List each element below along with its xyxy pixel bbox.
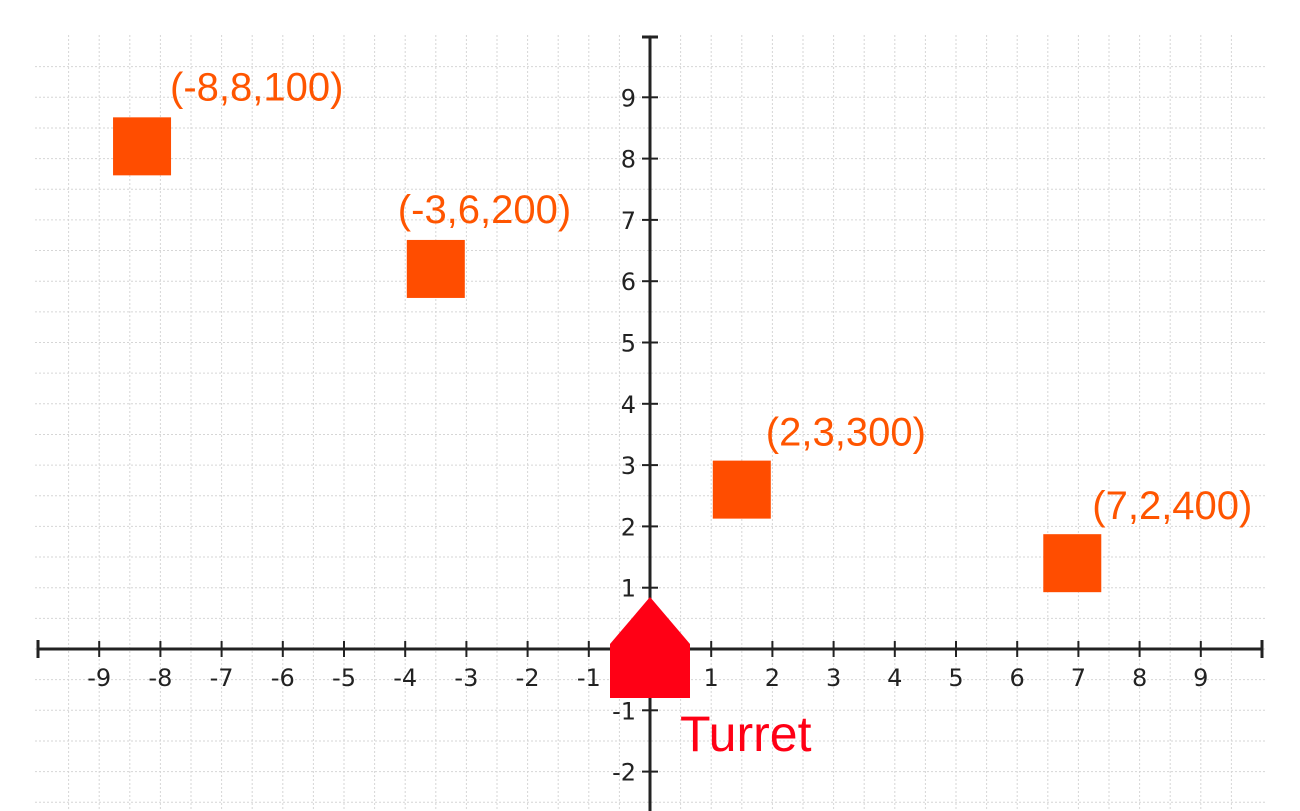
- y-tick-label: 6: [621, 268, 636, 296]
- x-tick-label: 1: [704, 664, 719, 692]
- x-tick-label: 4: [887, 664, 902, 692]
- y-tick-label: 1: [621, 575, 636, 603]
- target-marker: [712, 460, 771, 519]
- x-tick-label: -9: [87, 664, 111, 692]
- turret-marker: [610, 597, 690, 698]
- y-tick-label: 3: [621, 452, 636, 480]
- y-tick-label: 9: [621, 84, 636, 112]
- x-tick-label: -6: [271, 664, 295, 692]
- y-tick-label: 4: [621, 391, 636, 419]
- y-tick-label: -2: [612, 759, 636, 787]
- x-tick-label: -1: [577, 664, 601, 692]
- x-tick-label: 6: [1010, 664, 1025, 692]
- target-label: (-8,8,100): [170, 65, 343, 109]
- y-tick-label: 7: [621, 207, 636, 235]
- y-tick-label: -1: [612, 697, 636, 725]
- y-tick-label: 8: [621, 146, 636, 174]
- targets: (-8,8,100) (-3,6,200) (2,3,300) (7,2,400): [113, 65, 1252, 593]
- target-marker: [1043, 534, 1102, 593]
- x-tick-label: -7: [210, 664, 234, 692]
- x-tick-label: 5: [948, 664, 963, 692]
- target-label: (2,3,300): [766, 411, 926, 455]
- x-tick-label: -4: [393, 664, 417, 692]
- turret: Turret: [610, 597, 812, 762]
- ticks: -9 -8 -7 -6 -5 -4 -3 -2 -1 1 2 3 4 5 6 7 8 9 9 8 7 6 5 4 3 2 1 -1 -2: [87, 84, 1208, 786]
- x-tick-label: 9: [1193, 664, 1208, 692]
- y-tick-label: 5: [621, 330, 636, 358]
- x-tick-label: 8: [1132, 664, 1147, 692]
- target-marker: [406, 239, 465, 298]
- x-tick-label: -3: [454, 664, 478, 692]
- x-tick-label: 2: [765, 664, 780, 692]
- target-marker: [113, 117, 172, 176]
- x-tick-label: -5: [332, 664, 356, 692]
- x-tick-label: -2: [516, 664, 540, 692]
- target-label: (-3,6,200): [398, 188, 571, 232]
- target-label: (7,2,400): [1092, 484, 1252, 528]
- y-tick-label: 2: [621, 513, 636, 541]
- x-tick-label: -8: [148, 664, 172, 692]
- x-tick-label: 3: [826, 664, 841, 692]
- x-tick-label: 7: [1071, 664, 1086, 692]
- turret-label: Turret: [680, 706, 812, 762]
